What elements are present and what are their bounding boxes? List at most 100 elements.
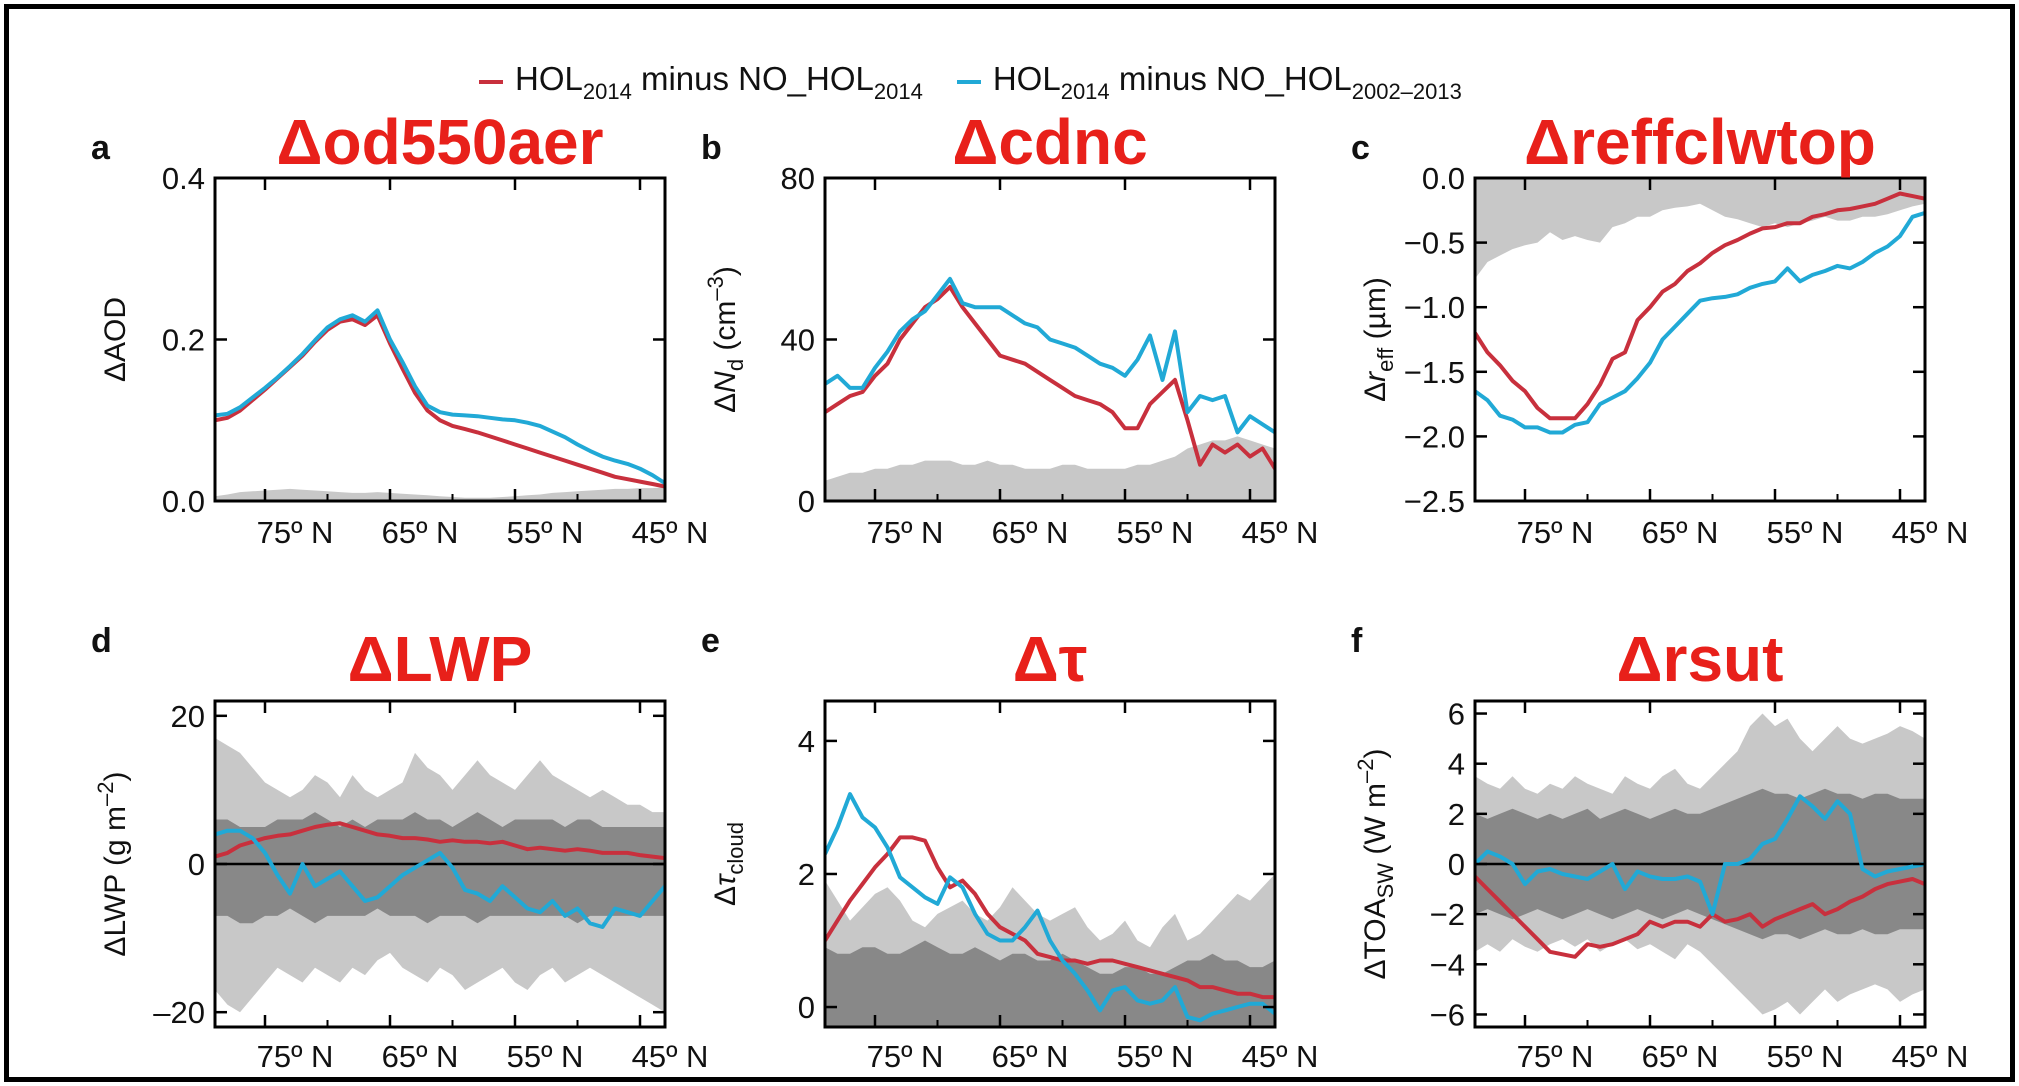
x-tick-label: 45º N	[632, 1039, 709, 1074]
x-tick-label: 45º N	[1892, 515, 1969, 550]
y-tick-label: 0	[798, 484, 815, 519]
y-tick-label: 2	[798, 857, 815, 892]
x-tick-label: 45º N	[1242, 1039, 1319, 1074]
series-line-red	[1475, 191, 1925, 421]
band-shade-dark	[825, 940, 1275, 1027]
series-line-blue	[1475, 210, 1925, 435]
x-tick-label: 55º N	[507, 1039, 584, 1074]
y-tick-label: –20	[153, 995, 205, 1030]
x-tick-label: 55º N	[1767, 515, 1844, 550]
legend-swatch	[479, 80, 503, 84]
x-tick-label: 65º N	[1642, 515, 1719, 550]
series-line-blue	[215, 828, 665, 929]
y-tick-label: 0.2	[162, 323, 205, 358]
y-tick-label: 0.0	[1422, 161, 1465, 196]
plot-area	[1475, 178, 1925, 435]
y-tick-label: −2.0	[1404, 419, 1465, 454]
x-tick-label: 65º N	[992, 1039, 1069, 1074]
plot-area	[825, 276, 1275, 501]
y-axis-label: ΔNd (cm–3)	[703, 266, 748, 413]
figure-canvas: 0.0 0.2 0.4 75º N 65º N 55º N 45º N ΔAOD a Δod550…	[91, 106, 1968, 1074]
y-axis-label: Δreff (µm)	[1359, 277, 1398, 402]
panel-letter: c	[1351, 129, 1370, 167]
series-line-blue	[825, 276, 1275, 435]
series-line-blue	[825, 792, 1275, 1023]
y-tick-label: 4	[1448, 747, 1465, 782]
band-shade-dark	[215, 812, 665, 924]
panel-letter: b	[701, 129, 722, 167]
y-tick-label: 0	[188, 847, 205, 882]
panel-title: Δreffclwtop	[1524, 106, 1876, 178]
band-shade-light	[1475, 178, 1925, 279]
x-tick-label: 45º N	[632, 515, 709, 550]
x-tick-label: 45º N	[1242, 515, 1319, 550]
x-tick-label: 55º N	[1117, 515, 1194, 550]
x-tick-label: 55º N	[507, 515, 584, 550]
plot-area	[1475, 713, 1925, 1015]
panel-letter: e	[701, 622, 720, 660]
panel-title: Δτ	[1013, 623, 1088, 695]
legend-item-1: HOL2014 minus NO_HOL2014	[479, 60, 923, 105]
series-line-red	[215, 313, 665, 489]
panel-e: 0 2 4 75º N 65º N 55º N 45º N Δτcloud e Δτ	[701, 622, 1318, 1074]
panel-title: Δcdnc	[952, 106, 1147, 178]
legend-item-2: HOL2014 minus NO_HOL2002–2013	[956, 59, 1462, 105]
x-tick-label: 65º N	[382, 515, 459, 550]
x-tick-label: 75º N	[257, 1039, 334, 1074]
legend-swatch	[956, 80, 981, 84]
figure-frame: HOL2014 minus NO_HOL2014 HOL2014 minus NO…	[4, 4, 2015, 1082]
panel-letter: d	[91, 622, 112, 660]
x-tick-label: 65º N	[992, 515, 1069, 550]
x-tick-label: 65º N	[382, 1039, 459, 1074]
plot-area	[215, 308, 665, 501]
legend-label: HOL2014 minus NO_HOL2014	[515, 59, 923, 104]
y-tick-label: −0.5	[1404, 226, 1465, 261]
y-tick-label: −6	[1430, 997, 1465, 1032]
y-axis-label: ΔTOASW (W m–2)	[1353, 748, 1398, 979]
series-line-red	[825, 285, 1275, 470]
series-line-red	[215, 821, 665, 861]
plot-frame	[823, 699, 1277, 1029]
series-line-red	[1475, 875, 1925, 959]
panel-c: −2.5 −2.0 −1.5 −1.0 −0.5 0.0 75º N 65º N 55º N 45…	[1351, 106, 1968, 550]
panel-d: –20 0 20 75º N 65º N 55º N 45º N ΔLWP (g m–2) d Δ…	[91, 622, 708, 1074]
y-axis-label: ΔAOD	[99, 297, 132, 382]
x-tick-label: 45º N	[1892, 1039, 1969, 1074]
legend: HOL2014 minus NO_HOL2014 HOL2014 minus NO…	[479, 57, 1496, 107]
y-axis-label: ΔLWP (g m–2)	[93, 771, 132, 956]
y-tick-label: 40	[781, 323, 815, 358]
y-tick-label: 6	[1448, 697, 1465, 732]
y-tick-label: −4	[1430, 947, 1465, 982]
series-line-blue	[1475, 794, 1925, 917]
y-tick-label: 0	[1448, 847, 1465, 882]
panel-title: Δrsut	[1617, 623, 1784, 695]
y-tick-label: 0.4	[162, 161, 205, 196]
x-tick-label: 75º N	[257, 515, 334, 550]
panel-a: 0.0 0.2 0.4 75º N 65º N 55º N 45º N ΔAOD a Δod550…	[91, 106, 708, 550]
band-shade-light	[215, 487, 665, 501]
y-axis-label: Δτcloud	[709, 822, 748, 906]
y-tick-label: −2.5	[1404, 484, 1465, 519]
series-line-red	[825, 835, 1275, 1000]
panel-title: Δod550aer	[276, 106, 603, 178]
x-tick-label: 55º N	[1117, 1039, 1194, 1074]
x-tick-label: 75º N	[867, 515, 944, 550]
y-tick-label: −1.0	[1404, 290, 1465, 325]
x-tick-label: 75º N	[1517, 1039, 1594, 1074]
panel-letter: a	[91, 129, 111, 167]
series-line-blue	[215, 308, 665, 485]
panel-title: ΔLWP	[348, 623, 533, 695]
y-tick-label: 4	[798, 724, 815, 759]
legend-label: HOL2014 minus NO_HOL2002–2013	[992, 59, 1462, 104]
panel-f: −6 −4 −2 0 2 4 6 75º N 65º N 55º N 45º N ΔTOASW (W …	[1351, 622, 1968, 1074]
y-tick-label: 80	[781, 161, 815, 196]
y-tick-label: 0.0	[162, 484, 205, 519]
plot-area	[825, 792, 1275, 1027]
plot-area	[215, 738, 665, 1013]
y-tick-label: −2	[1430, 897, 1465, 932]
panel-b: 0 40 80 75º N 65º N 55º N 45º N ΔNd (cm–3) b Δcdn…	[701, 106, 1318, 550]
y-tick-label: 0	[798, 990, 815, 1025]
x-tick-label: 75º N	[867, 1039, 944, 1074]
plot-frame	[1473, 176, 1927, 503]
y-tick-label: 20	[171, 699, 205, 734]
